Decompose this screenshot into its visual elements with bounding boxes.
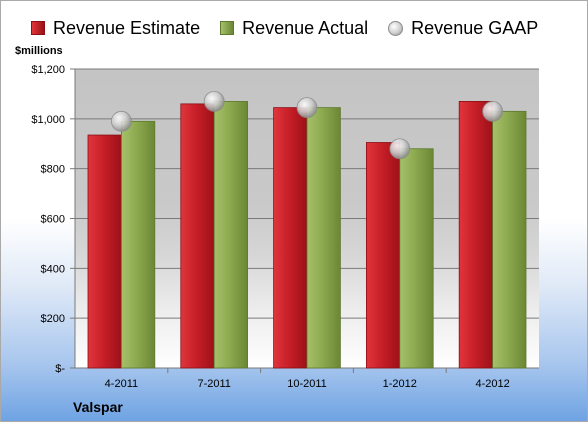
bar-revenue-actual	[399, 148, 434, 369]
legend-bar-swatch	[220, 21, 235, 35]
bar-revenue-estimate	[273, 107, 308, 369]
marker-revenue-gaap	[111, 110, 132, 132]
x-tick-label: 7-2011	[197, 378, 230, 390]
legend-item: Revenue Actual	[220, 18, 368, 39]
y-axis-unit-label: $millions	[15, 45, 63, 57]
company-name: Valspar	[73, 399, 123, 415]
marker-revenue-gaap	[389, 138, 411, 160]
bar-revenue-actual	[121, 120, 156, 369]
legend-item: Revenue GAAP	[388, 18, 538, 39]
chart-legend: Revenue Estimate Revenue Actual Revenue GA…	[31, 15, 558, 41]
legend-label: Revenue Estimate	[53, 17, 201, 38]
marker-revenue-gaap	[482, 100, 504, 122]
bar-revenue-actual	[492, 110, 527, 369]
bar-revenue-estimate	[87, 134, 122, 369]
bar-revenue-actual	[306, 107, 341, 369]
legend-label: Revenue Actual	[242, 17, 369, 38]
y-tick-label: $1,000	[31, 114, 65, 126]
y-tick-label: $1,200	[31, 64, 65, 76]
y-tick-label: $200	[41, 313, 65, 325]
bar-revenue-actual	[213, 100, 249, 369]
bar-revenue-estimate	[458, 100, 493, 369]
x-tick-label: 1-2012	[383, 378, 417, 390]
legend-bar-swatch	[31, 21, 45, 35]
legend-item: Revenue Estimate	[31, 18, 200, 39]
x-tick-label: 4-2012	[475, 378, 509, 390]
legend-label: Revenue GAAP	[411, 17, 539, 38]
x-tick-label: 10-2011	[287, 378, 327, 390]
bar-revenue-estimate	[180, 103, 215, 369]
legend-marker-swatch	[388, 20, 404, 36]
y-tick-label: $600	[41, 214, 65, 226]
y-tick-label: $800	[41, 164, 65, 176]
y-tick-label: $400	[41, 263, 65, 275]
y-tick-label: $-	[55, 363, 65, 375]
marker-revenue-gaap	[203, 90, 225, 112]
x-tick-label: 4-2011	[105, 378, 138, 390]
marker-revenue-gaap	[296, 97, 318, 119]
bar-revenue-estimate	[365, 142, 401, 369]
